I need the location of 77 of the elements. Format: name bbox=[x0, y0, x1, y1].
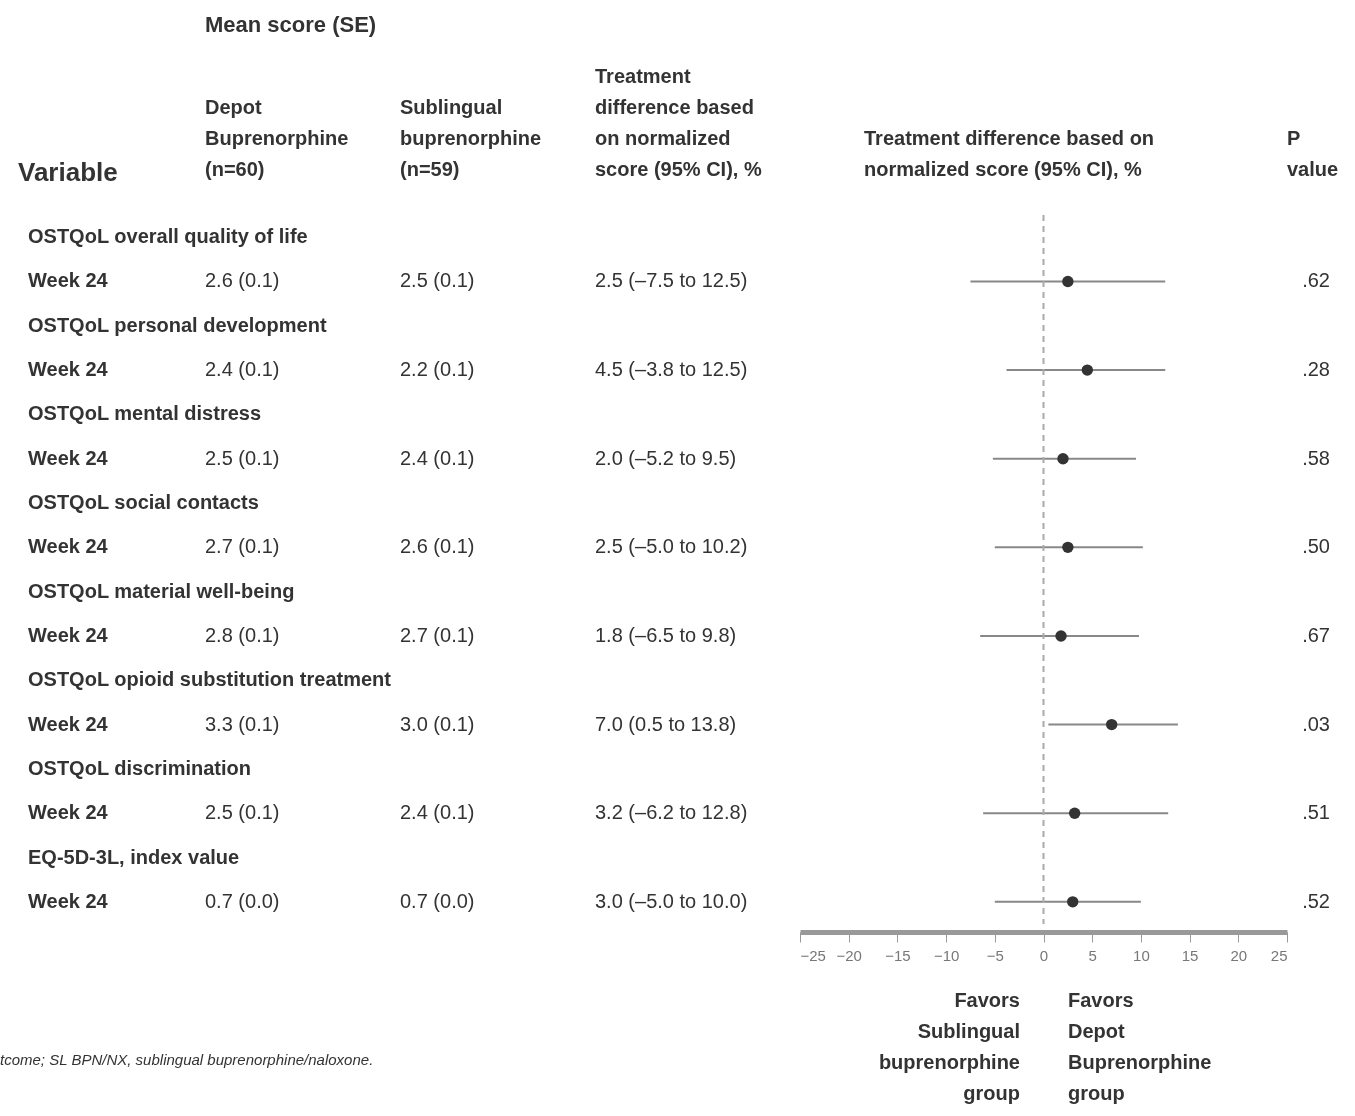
text: Depot Buprenorphine (n=60) bbox=[205, 96, 349, 180]
x-tick-label: −10 bbox=[933, 946, 960, 964]
text: 0.7 (0.0) bbox=[205, 889, 280, 912]
text: OSTQoL opioid substitution treatment bbox=[28, 668, 392, 691]
x-tick-label: −15 bbox=[885, 946, 911, 964]
text: Variable bbox=[18, 157, 118, 187]
x-tick-label: −20 bbox=[836, 946, 862, 964]
text: Week 24 bbox=[28, 358, 109, 381]
point bbox=[1105, 718, 1118, 731]
text: OSTQoL material well-being bbox=[28, 579, 295, 602]
text: Favors Depot Buprenorphine group bbox=[1068, 989, 1212, 1104]
text: EQ-5D-3L, index value bbox=[28, 845, 240, 868]
text: 2.6 (0.1) bbox=[205, 269, 280, 292]
point bbox=[1055, 630, 1067, 642]
text: 2.7 (0.1) bbox=[205, 535, 280, 558]
text: 2.5 (0.1) bbox=[205, 801, 280, 824]
text: 2.4 (0.1) bbox=[400, 446, 475, 469]
text: 2.4 (0.1) bbox=[205, 358, 280, 381]
text: 3.2 (–6.2 to 12.8) bbox=[595, 801, 748, 824]
text: 2.5 (0.1) bbox=[400, 269, 475, 292]
text: 2.5 (0.1) bbox=[205, 446, 280, 469]
text: Week 24 bbox=[28, 269, 109, 292]
text: .50 bbox=[1302, 535, 1330, 558]
point bbox=[1068, 807, 1081, 819]
text: 2.0 (–5.2 to 9.5) bbox=[595, 446, 737, 469]
text: OSTQoL social contacts bbox=[28, 491, 259, 514]
text: .52 bbox=[1302, 889, 1330, 912]
text: 2.5 (–7.5 to 12.5) bbox=[595, 269, 748, 292]
text: P value bbox=[1287, 127, 1339, 180]
x-tick-label: 15 bbox=[1181, 946, 1199, 964]
text: 2.5 (–5.0 to 10.2) bbox=[595, 535, 748, 558]
text: Week 24 bbox=[28, 889, 109, 912]
text: Week 24 bbox=[28, 712, 109, 735]
text: 2.2 (0.1) bbox=[400, 358, 475, 381]
text: OSTQoL overall quality of life bbox=[28, 225, 308, 248]
text: OSTQoL mental distress bbox=[28, 402, 262, 425]
x-tick-label: 20 bbox=[1230, 946, 1248, 964]
text: OSTQoL discrimination bbox=[28, 756, 251, 779]
text: Treatment difference based on normalized score (95% CI), % bbox=[595, 65, 762, 180]
text: .67 bbox=[1302, 623, 1330, 646]
text: .51 bbox=[1302, 801, 1330, 824]
text: 1.8 (–6.5 to 9.8) bbox=[595, 623, 737, 646]
text: OSTQoL personal development bbox=[28, 313, 327, 336]
text: .03 bbox=[1302, 712, 1330, 735]
x-tick-label: 5 bbox=[1088, 946, 1097, 964]
text: Mean score (SE) bbox=[205, 12, 377, 37]
text: 3.3 (0.1) bbox=[205, 712, 280, 735]
text: 7.0 (0.5 to 13.8) bbox=[595, 712, 737, 735]
text: 0.7 (0.0) bbox=[400, 889, 475, 912]
x-tick-label: −25 bbox=[800, 946, 826, 964]
x-tick-label: 10 bbox=[1133, 946, 1150, 964]
text: 2.7 (0.1) bbox=[400, 623, 475, 646]
text: Week 24 bbox=[28, 446, 109, 469]
text: Week 24 bbox=[28, 535, 109, 558]
point bbox=[1062, 541, 1074, 554]
point bbox=[1081, 364, 1094, 376]
text: 3.0 (–5.0 to 10.0) bbox=[595, 889, 748, 912]
text: 3.0 (0.1) bbox=[400, 712, 475, 735]
text: Favors Sublingual buprenorphine group bbox=[878, 989, 1020, 1104]
point bbox=[1057, 453, 1069, 465]
x-tick-label: 25 bbox=[1270, 946, 1288, 964]
text: Week 24 bbox=[28, 623, 109, 646]
text: tcome; SL BPN/NX, sublingual buprenorphine/naloxone. bbox=[0, 1051, 374, 1068]
text: 4.5 (–3.8 to 12.5) bbox=[595, 358, 748, 381]
text: .28 bbox=[1302, 358, 1330, 381]
text: .62 bbox=[1302, 269, 1330, 292]
point bbox=[1067, 896, 1079, 908]
x-axis-title: Treatment difference based on normalized score (95% CI), % bbox=[864, 127, 1155, 180]
text: .58 bbox=[1302, 446, 1330, 469]
point bbox=[1062, 275, 1074, 288]
text: 2.8 (0.1) bbox=[205, 623, 280, 646]
text: Sublingual buprenorphine (n=59) bbox=[400, 96, 542, 180]
x-tick-label: 0 bbox=[1039, 946, 1049, 964]
text: 2.4 (0.1) bbox=[400, 801, 475, 824]
text: Week 24 bbox=[28, 801, 109, 824]
text: 2.6 (0.1) bbox=[400, 535, 475, 558]
x-tick-label: −5 bbox=[986, 946, 1004, 964]
